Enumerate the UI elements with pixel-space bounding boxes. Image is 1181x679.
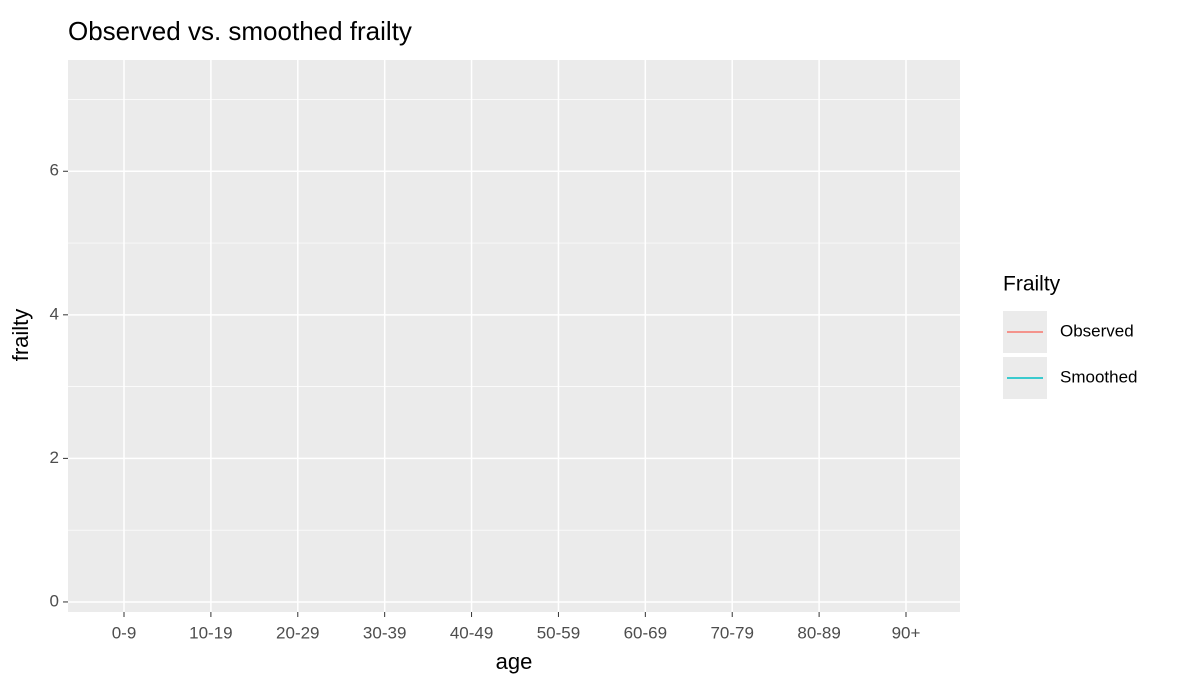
legend-label: Observed xyxy=(1060,321,1134,340)
chart-title: Observed vs. smoothed frailty xyxy=(68,16,412,46)
y-tick-label: 0 xyxy=(50,591,59,610)
x-tick-label: 70-79 xyxy=(710,623,753,642)
y-tick-label: 4 xyxy=(50,304,59,323)
y-tick-label: 2 xyxy=(50,448,59,467)
plot-panel xyxy=(68,60,960,612)
x-axis-title: age xyxy=(496,649,533,674)
y-tick-label: 6 xyxy=(50,161,59,180)
x-tick-label: 50-59 xyxy=(537,623,580,642)
x-tick-label: 20-29 xyxy=(276,623,319,642)
legend-title: Frailty xyxy=(1003,273,1061,296)
x-tick-label: 90+ xyxy=(892,623,921,642)
x-tick-label: 40-49 xyxy=(450,623,493,642)
x-tick-label: 0-9 xyxy=(112,623,137,642)
x-tick-label: 80-89 xyxy=(797,623,840,642)
x-tick-label: 30-39 xyxy=(363,623,406,642)
x-tick-label: 60-69 xyxy=(624,623,667,642)
y-axis-title: frailty xyxy=(8,309,33,362)
legend-label: Smoothed xyxy=(1060,367,1138,386)
x-tick-label: 10-19 xyxy=(189,623,232,642)
